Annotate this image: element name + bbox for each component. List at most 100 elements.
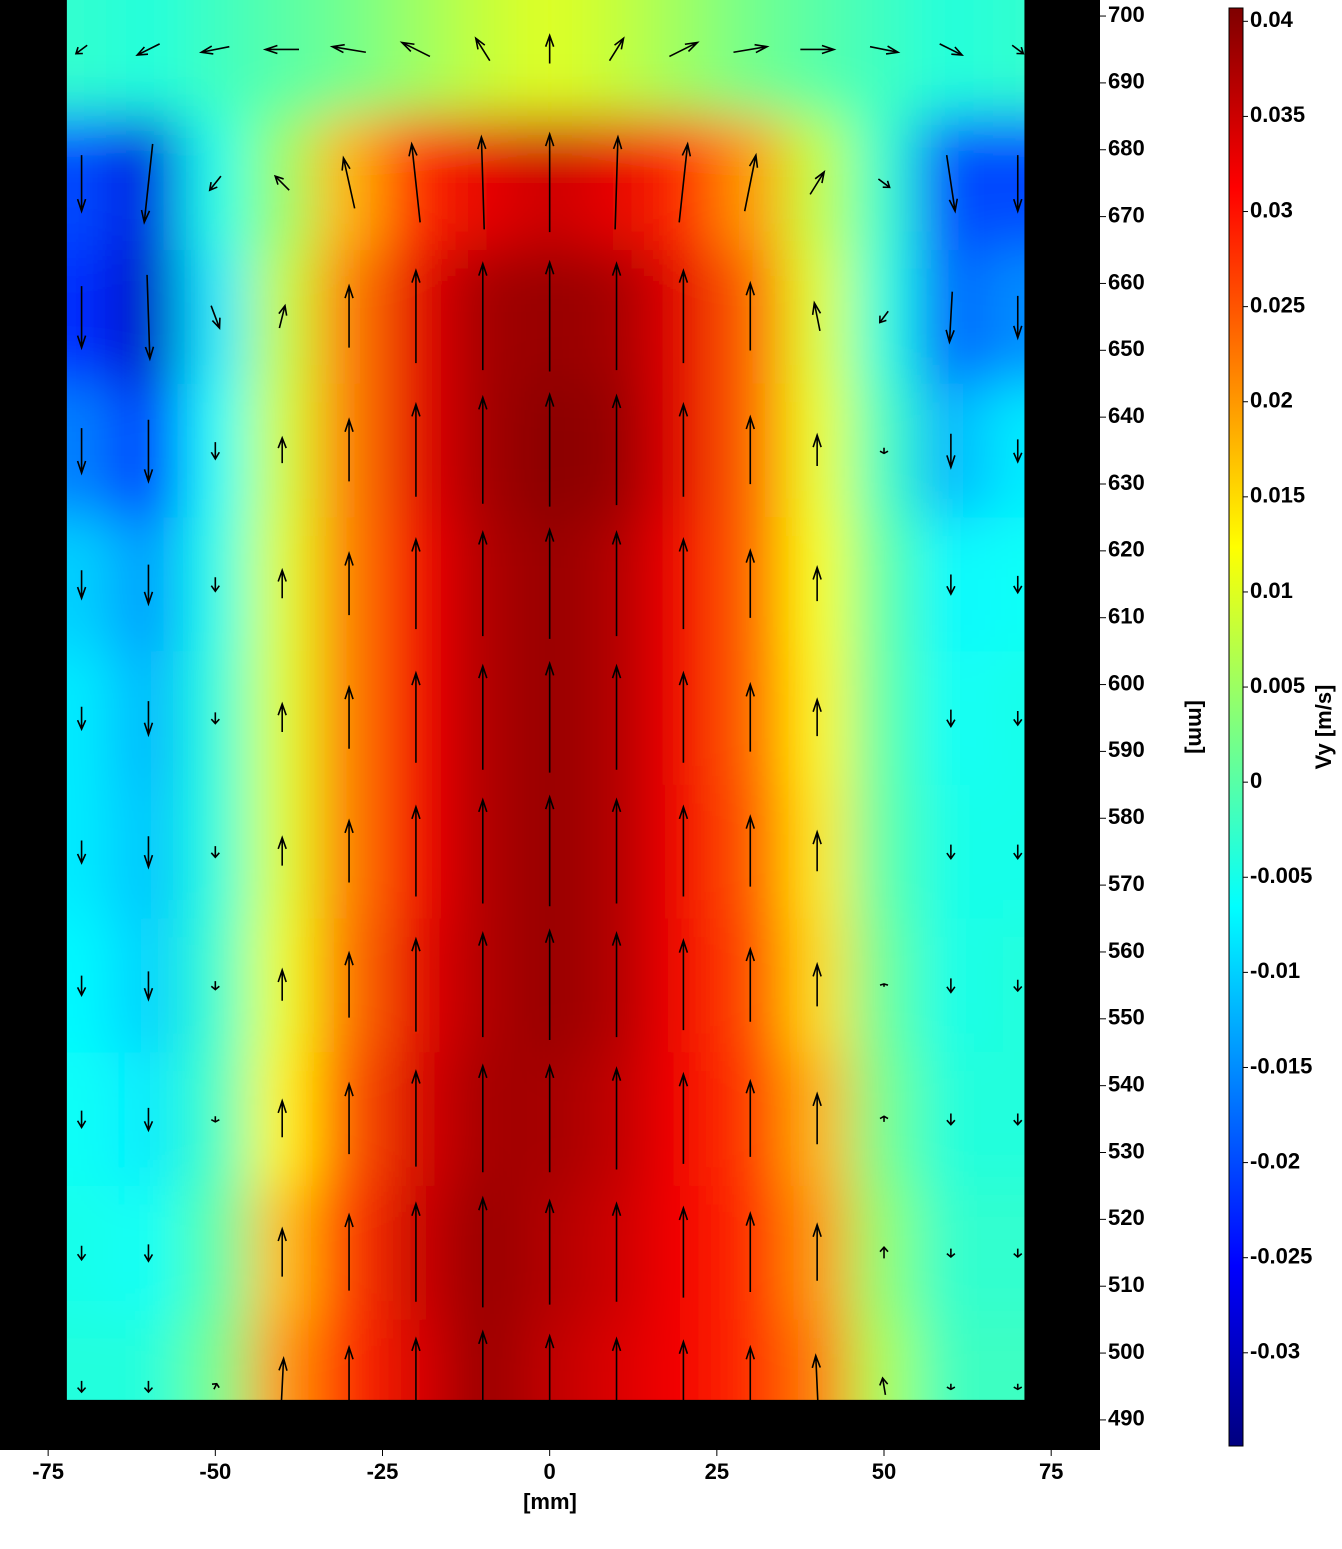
vector-arrow (678, 536, 689, 630)
vector-arrow (143, 971, 154, 1002)
vector-arrow (1013, 1383, 1023, 1391)
vector-arrow (678, 804, 689, 897)
vector-arrow (669, 41, 700, 58)
heat-cell (783, 0, 852, 118)
vector-arrow (745, 1344, 756, 1426)
y-tick-label: 610 (1108, 604, 1145, 629)
vector-arrow (76, 1110, 87, 1130)
y-tick-label: 700 (1108, 2, 1145, 27)
vector-arrow (277, 835, 287, 866)
vector-arrow (399, 41, 431, 58)
vector-arrow (344, 1081, 354, 1155)
vector-arrow (411, 536, 421, 630)
y-tick-label: 490 (1108, 1406, 1145, 1431)
heat-cell (850, 784, 919, 920)
vector-arrow (745, 814, 756, 887)
vector-arrow (611, 529, 622, 637)
vector-arrow (678, 141, 692, 223)
y-tick-label: 620 (1108, 537, 1145, 562)
vector-arrow (939, 43, 965, 57)
vector-arrow (476, 134, 487, 230)
vector-arrow (329, 43, 366, 54)
vector-arrow (1012, 295, 1023, 341)
vector-arrow (411, 401, 421, 497)
vector-arrow (478, 394, 488, 504)
vector-arrow (344, 283, 354, 348)
colorbar-tick-label: -0.01 (1250, 958, 1300, 983)
colorbar-tick-label: -0.03 (1250, 1339, 1300, 1364)
heat-cell (315, 0, 384, 118)
vector-arrow (344, 1344, 354, 1426)
vector-arrow (946, 709, 956, 728)
vector-arrow (76, 706, 87, 732)
vector-arrow (208, 175, 222, 192)
vector-arrow (478, 1329, 488, 1442)
vector-arrow (812, 1091, 822, 1145)
vector-arrow (678, 401, 689, 497)
vector-arrow (478, 931, 488, 1038)
x-tick-label: 25 (705, 1459, 729, 1484)
heat-cell (984, 0, 1025, 118)
x-tick-label: 50 (872, 1459, 896, 1484)
vector-arrow (809, 170, 826, 195)
vector-arrow (344, 1212, 354, 1291)
heat-cell (66, 1319, 117, 1400)
vector-arrow (210, 712, 220, 725)
heatmap-cells (66, 0, 1025, 1400)
vector-arrow (611, 797, 622, 904)
x-tick-label: -50 (199, 1459, 231, 1484)
vector-arrow (210, 846, 220, 859)
vector-arrow (678, 1205, 689, 1298)
y-tick-label: 510 (1108, 1272, 1145, 1297)
colorbar-tick-label: 0.035 (1250, 102, 1305, 127)
vector-arrow (1013, 979, 1023, 993)
vector-arrow (344, 417, 354, 482)
vector-arrow (344, 684, 354, 749)
heat-cell (181, 1185, 250, 1321)
vector-arrow (1013, 1248, 1023, 1259)
vector-arrow (678, 938, 689, 1031)
heat-cell (66, 383, 117, 519)
y-tick-label: 500 (1108, 1339, 1145, 1364)
vector-arrow (544, 660, 555, 773)
heat-cell (66, 116, 117, 252)
vector-arrow (478, 1063, 488, 1173)
vector-arrow (678, 1071, 689, 1164)
vector-arrow (544, 259, 555, 372)
vector-arrow (344, 550, 354, 616)
vector-arrow (945, 291, 955, 345)
colorbar-tick-label: 0.04 (1250, 7, 1294, 32)
vector-arrow (800, 44, 837, 55)
vector-arrow (611, 931, 622, 1038)
vectors (74, 33, 1025, 1442)
vector-arrow (811, 300, 822, 332)
heat-cell (66, 517, 117, 653)
vector-arrow (411, 1201, 421, 1302)
vector-arrow (277, 967, 287, 1001)
vector-arrow (143, 1107, 154, 1133)
vector-arrow (811, 1353, 822, 1418)
vector-arrow (143, 419, 154, 484)
vector-arrow (277, 701, 287, 732)
vector-arrow (277, 1098, 287, 1138)
heat-cell (66, 784, 117, 920)
y-tick-label: 540 (1108, 1071, 1145, 1096)
vector-arrow (76, 1245, 87, 1262)
colorbar-tick-label: 0.02 (1250, 388, 1293, 413)
vector-arrow (879, 983, 889, 987)
vector-arrow (544, 527, 555, 639)
x-tick-label: -75 (32, 1459, 64, 1484)
vector-arrow (745, 946, 756, 1022)
y-tick-label: 670 (1108, 202, 1145, 227)
vector-arrow (341, 155, 356, 209)
vector-arrow (211, 1382, 220, 1390)
vector-arrow (76, 286, 87, 351)
vector-arrow (612, 134, 623, 230)
y-tick-label: 560 (1108, 938, 1145, 963)
vector-arrow (544, 1333, 555, 1437)
vector-arrow (478, 261, 488, 371)
vector-arrow (74, 44, 88, 55)
y-tick-label: 650 (1108, 336, 1145, 361)
vector-arrow (277, 567, 287, 599)
